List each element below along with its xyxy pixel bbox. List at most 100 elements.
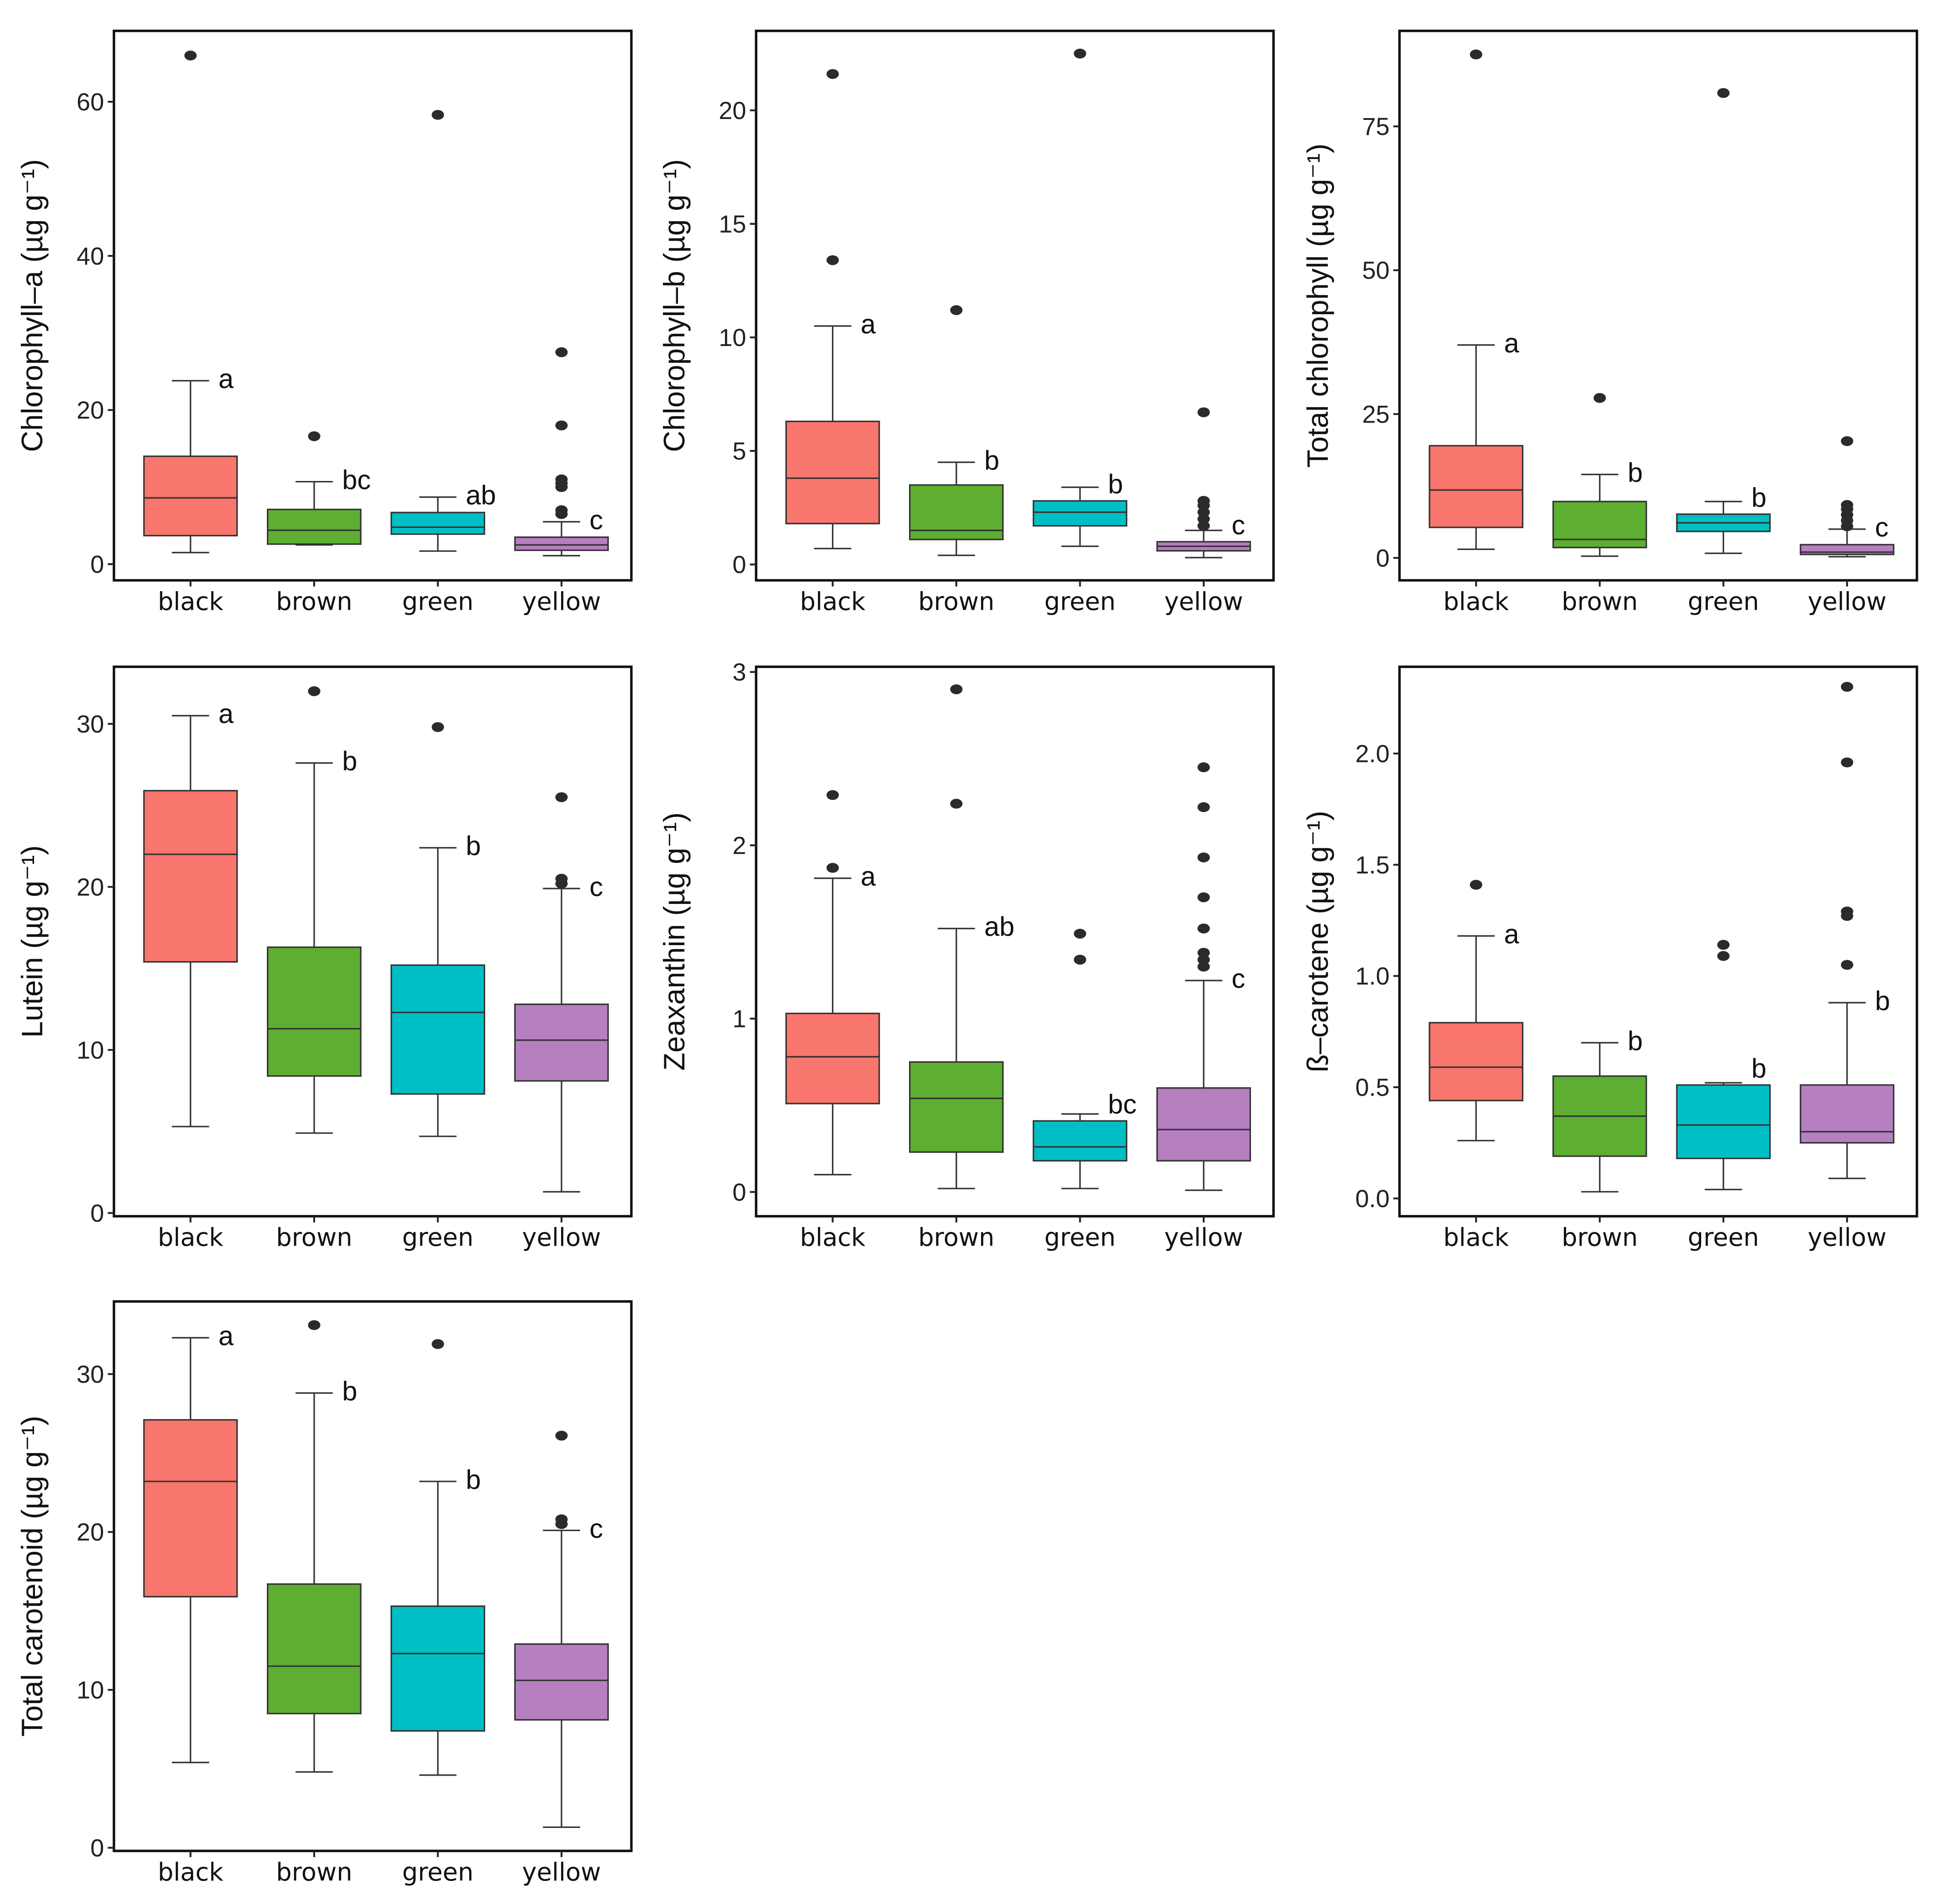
- x-tick-label: green: [1044, 1223, 1116, 1252]
- x-tick-label: brown: [276, 1858, 352, 1887]
- outlier-point: [950, 684, 963, 694]
- box-yellow: yellow c: [514, 792, 609, 1252]
- significance-letter: b: [1751, 1053, 1766, 1084]
- outlier-point: [1593, 393, 1606, 403]
- x-tick-label: yellow: [522, 588, 601, 616]
- significance-letter: c: [1232, 510, 1245, 541]
- y-tick-label: 0: [90, 1199, 104, 1227]
- box-iqr: [1676, 1084, 1771, 1159]
- outlier-point: [555, 474, 568, 485]
- box-brown: brown bc: [267, 431, 371, 616]
- significance-letter: c: [589, 505, 603, 535]
- box-iqr: [390, 512, 485, 535]
- outlier-point: [950, 305, 963, 315]
- box-black: black a: [785, 69, 880, 616]
- y-tick-label: 0: [90, 1834, 104, 1862]
- y-tick-label: 50: [1362, 256, 1390, 284]
- y-tick-label: 1.5: [1355, 851, 1390, 879]
- outlier-point: [1841, 906, 1853, 917]
- x-tick-label: green: [402, 1858, 474, 1887]
- box-iqr: [1156, 1087, 1251, 1162]
- outlier-point: [1717, 88, 1730, 98]
- outlier-point: [1717, 951, 1730, 961]
- y-tick-label: 0.0: [1355, 1185, 1390, 1212]
- panel-7: 0 10 20 30 Total carotenoid (µg g⁻¹) black a br…: [16, 1300, 633, 1887]
- x-tick-label: brown: [918, 588, 994, 616]
- y-tick-label: 75: [1362, 112, 1390, 140]
- y-axis-title: Lutein (µg g⁻¹): [16, 845, 49, 1038]
- outlier-point: [308, 686, 320, 696]
- box-black: black a: [1429, 49, 1524, 616]
- box-iqr: [514, 1003, 609, 1082]
- x-tick-label: brown: [1562, 1223, 1638, 1252]
- significance-letter: b: [1751, 482, 1766, 513]
- outlier-point: [826, 255, 839, 265]
- box-iqr: [909, 1061, 1004, 1153]
- x-tick-label: yellow: [522, 1223, 601, 1252]
- outlier-point: [1197, 948, 1210, 958]
- significance-letter: a: [1504, 328, 1520, 358]
- x-tick-label: green: [402, 588, 474, 616]
- outlier-point: [1717, 940, 1730, 950]
- y-axis-title: Total chlorophyll (µg g⁻¹): [1302, 143, 1335, 468]
- box-yellow: yellow c: [1156, 407, 1251, 616]
- outlier-point: [555, 505, 568, 515]
- significance-letter: b: [984, 445, 999, 476]
- y-tick-label: 0: [90, 550, 104, 578]
- x-tick-label: green: [1044, 588, 1116, 616]
- box-iqr: [267, 1583, 362, 1715]
- box-iqr: [785, 420, 880, 524]
- significance-letter: bc: [1108, 1089, 1137, 1119]
- outlier-point: [1197, 496, 1210, 506]
- y-tick-label: 5: [732, 437, 746, 465]
- significance-letter: a: [861, 862, 876, 892]
- box-yellow: yellow b: [1799, 681, 1895, 1252]
- outlier-point: [826, 863, 839, 873]
- outlier-point: [1841, 436, 1853, 446]
- y-tick-label: 3: [732, 658, 746, 686]
- x-tick-label: brown: [1562, 588, 1638, 616]
- y-tick-label: 2: [732, 831, 746, 859]
- y-tick-label: 15: [719, 210, 746, 238]
- outlier-point: [950, 799, 963, 809]
- significance-letter: ab: [984, 912, 1014, 942]
- y-tick-label: 10: [77, 1036, 104, 1064]
- outlier-point: [431, 722, 444, 732]
- box-brown: brown b: [909, 305, 1004, 616]
- box-brown: brown b: [1552, 393, 1647, 616]
- outlier-point: [431, 110, 444, 120]
- significance-letter: a: [219, 699, 234, 729]
- significance-letter: b: [1108, 469, 1123, 500]
- box-yellow: yellow c: [514, 347, 609, 616]
- box-iqr: [1429, 445, 1524, 528]
- box-iqr: [785, 1012, 880, 1104]
- box-green: green b: [1032, 48, 1128, 616]
- x-tick-label: black: [158, 1223, 223, 1252]
- box-green: green b: [390, 722, 485, 1252]
- y-tick-label: 25: [1362, 400, 1390, 428]
- x-tick-label: black: [1443, 588, 1509, 616]
- panel-4: 0 10 20 30 Lutein (µg g⁻¹) black a brown b green b…: [16, 665, 633, 1252]
- y-tick-label: 2.0: [1355, 739, 1390, 767]
- y-axis-title: Chlorophyll–a (µg g⁻¹): [16, 159, 49, 452]
- box-black: black a: [1429, 880, 1524, 1252]
- y-tick-label: 0.5: [1355, 1073, 1390, 1101]
- outlier-point: [555, 1431, 568, 1441]
- significance-letter: ab: [466, 480, 496, 511]
- box-black: black a: [143, 699, 238, 1252]
- y-tick-label: 1.0: [1355, 962, 1390, 990]
- box-yellow: yellow c: [1799, 436, 1895, 616]
- box-green: green b: [1676, 88, 1771, 616]
- outlier-point: [1074, 48, 1086, 59]
- box-iqr: [514, 536, 609, 551]
- y-axis-title: Chlorophyll–b (µg g⁻¹): [658, 159, 691, 452]
- outlier-point: [1197, 802, 1210, 812]
- box-brown: brown b: [267, 686, 362, 1252]
- significance-letter: b: [342, 746, 357, 777]
- outlier-point: [1074, 928, 1086, 939]
- box-iqr: [514, 1643, 609, 1721]
- panel-6: 0.0 0.5 1.0 1.5 2.0 ß–carotene (µg g⁻¹) black a…: [1302, 665, 1918, 1252]
- outlier-point: [1197, 762, 1210, 773]
